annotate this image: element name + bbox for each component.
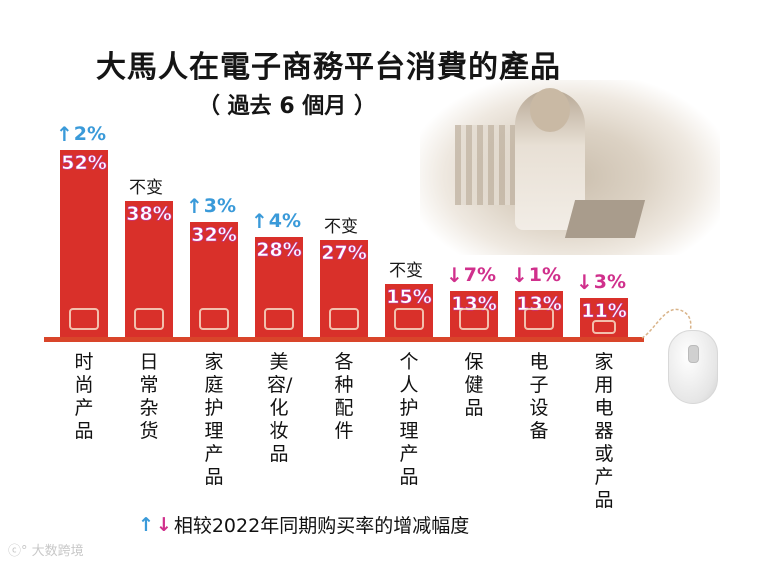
category-label: 家用电器或产品	[594, 351, 614, 511]
shopper-photo	[420, 80, 720, 255]
change-value: 不变	[389, 261, 423, 281]
bar	[580, 298, 628, 338]
change-value: 2%	[73, 123, 107, 145]
up-arrow-icon: ↑	[138, 513, 154, 536]
bar	[190, 222, 238, 338]
bar	[450, 291, 498, 338]
down-arrow-icon: ↓	[511, 263, 528, 287]
health-supplement-icon	[459, 308, 489, 330]
change-indicator: ↑ 3%	[186, 194, 236, 218]
category-label: 保健品	[464, 351, 484, 419]
bar	[320, 240, 368, 338]
legend-text: 相较2022年同期购买率的增减幅度	[173, 515, 470, 537]
change-indicator: ↓ 3%	[576, 270, 626, 294]
bar-value-label: 52%	[61, 152, 107, 175]
watermark-logo-icon: ⓒ°	[8, 544, 28, 559]
bar-value-label: 27%	[321, 242, 367, 265]
mouse-cable-icon	[641, 308, 692, 339]
change-value: 1%	[528, 264, 562, 286]
category-label: 个人护理产品	[399, 351, 419, 488]
computer-mouse-icon	[668, 330, 718, 404]
woman-head-image	[530, 88, 570, 132]
up-arrow-icon: ↑	[186, 194, 203, 218]
change-value: 7%	[463, 264, 497, 286]
chart-subtitle: （ 過去 6 個月 ）	[198, 94, 376, 119]
category-label: 电子设备	[529, 351, 549, 442]
cleaning-icon	[199, 308, 229, 330]
up-arrow-icon: ↑	[251, 209, 268, 233]
bar-value-label: 28%	[256, 239, 302, 262]
bar-value-label: 15%	[386, 286, 432, 309]
bar	[125, 201, 173, 338]
watermark-text: 大数跨境	[31, 544, 84, 559]
legend: ↑ ↓ 相较2022年同期购买率的增减幅度	[138, 511, 469, 538]
bar	[515, 291, 563, 338]
chart-title: 大馬人在電子商務平台消費的產品	[96, 50, 561, 85]
accessories-icon	[329, 308, 359, 330]
bar-value-label: 38%	[126, 203, 172, 226]
category-label: 各种配件	[334, 351, 354, 442]
change-indicator: ↑ 2%	[56, 122, 106, 146]
change-value: 3%	[593, 271, 627, 293]
change-indicator: 不变	[129, 173, 163, 198]
bar-value-label: 11%	[581, 300, 627, 323]
change-value: 3%	[203, 195, 237, 217]
watermark: ⓒ° 大数跨境	[8, 540, 84, 559]
change-indicator: ↓ 1%	[511, 263, 561, 287]
bar	[255, 237, 303, 338]
bar-value-label: 32%	[191, 224, 237, 247]
change-indicator: ↑ 4%	[251, 209, 301, 233]
category-label: 美容/化妆品	[267, 351, 293, 465]
category-label: 日常杂货	[139, 351, 159, 442]
personal-care-icon	[394, 308, 424, 330]
change-indicator: 不变	[389, 256, 423, 281]
change-indicator: ↓ 7%	[446, 263, 496, 287]
change-value: 不变	[324, 217, 358, 237]
home-appliance-icon	[592, 320, 616, 334]
grocery-basket-icon	[134, 308, 164, 330]
up-arrow-icon: ↑	[56, 122, 73, 146]
down-arrow-icon: ↓	[576, 270, 593, 294]
chart-baseline	[44, 337, 644, 342]
category-label: 家庭护理产品	[204, 351, 224, 488]
cosmetics-icon	[264, 308, 294, 330]
category-label: 时尚产品	[74, 351, 94, 442]
electronics-icon	[524, 308, 554, 330]
change-indicator: 不变	[324, 212, 358, 237]
down-arrow-icon: ↓	[446, 263, 463, 287]
down-arrow-icon: ↓	[155, 513, 172, 536]
mouse-wheel-icon	[688, 345, 699, 363]
change-value: 4%	[268, 210, 302, 232]
change-value: 不变	[129, 178, 163, 198]
fashion-icon	[69, 308, 99, 330]
bar	[60, 150, 108, 338]
